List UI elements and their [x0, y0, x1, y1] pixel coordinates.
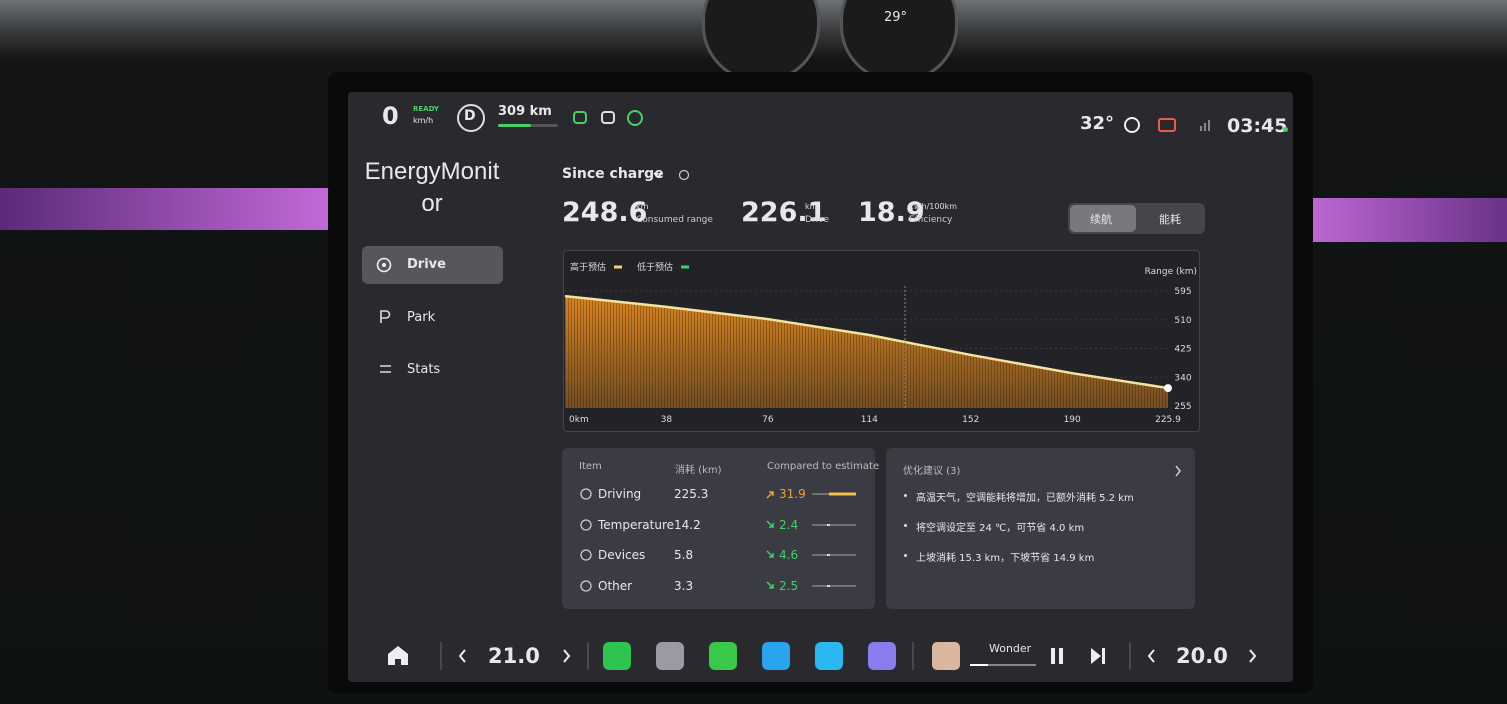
item-compare: 4.6 [779, 548, 799, 562]
chevron[interactable] [1174, 465, 1182, 477]
item-consumption: 5.8 [674, 548, 694, 562]
column-header: Item [579, 461, 602, 472]
row-icon [580, 488, 856, 500]
suggestion: 高温天气，空调能耗将增加，已额外消耗 5.2 km [916, 493, 1134, 504]
menu-item[interactable]: Stats [407, 362, 441, 377]
x-tick-label: 76 [762, 415, 774, 425]
item-icon [580, 519, 592, 531]
speed-unit: km/h [413, 116, 434, 125]
tab[interactable]: 能耗 [1159, 213, 1181, 226]
item-compare: 2.5 [779, 579, 799, 593]
stats-icon [380, 365, 391, 373]
legend-label: 低于预估 [637, 261, 673, 273]
item-compare: 31.9 [779, 487, 806, 501]
item-icon [580, 488, 592, 500]
range-line [564, 294, 1169, 390]
stat-unit: km [805, 202, 818, 211]
stat-value: 18.9 [858, 197, 925, 228]
item-consumption: 225.3 [674, 487, 709, 501]
bullet [904, 554, 907, 557]
breakdown-panel [562, 448, 875, 609]
status-icons [573, 110, 643, 126]
tab-active[interactable] [1070, 205, 1136, 232]
row-icon [580, 519, 856, 531]
status-icons [1124, 117, 1210, 133]
gauge [702, 0, 820, 82]
x-tick-label: 152 [962, 415, 979, 425]
column-header: 消耗 (km) [675, 465, 722, 476]
trend-arrow [766, 581, 774, 589]
y-tick-label: 595 [1174, 287, 1191, 297]
trend-arrow [766, 491, 774, 499]
row-icon [580, 549, 856, 561]
y-tick-label: 425 [1174, 345, 1191, 355]
dock-controls [440, 642, 1257, 670]
battery-range: 309 km [498, 104, 552, 119]
item-name: Temperature [598, 518, 675, 532]
range-area-texture [565, 296, 1168, 408]
trend-arrow [766, 550, 774, 558]
item-consumption: 14.2 [674, 518, 701, 532]
x-tick-label: 114 [861, 415, 878, 425]
speed: 0 [382, 102, 399, 130]
end-point [1164, 384, 1172, 393]
suggestion: 上坡消耗 15.3 km，下坡节省 14.9 km [916, 553, 1095, 564]
suggestions-panel [886, 448, 1195, 609]
item-name: Driving [598, 487, 642, 501]
legend-label: 高于预估 [570, 261, 606, 273]
home-button[interactable] [386, 644, 410, 666]
x-tick-label: 225.9 [1155, 415, 1181, 425]
column-header: Compared to estimate [767, 461, 880, 472]
item-consumption: 3.3 [674, 579, 694, 593]
axis-label: Range (km) [1145, 267, 1197, 277]
battery-level [498, 124, 531, 127]
media-title[interactable]: Wonder [989, 642, 1032, 655]
trend-arrow [766, 520, 774, 528]
x-tick-label: 38 [661, 415, 673, 425]
row-icon [580, 580, 856, 592]
x-tick-label: 190 [1064, 415, 1081, 425]
range-chart: 595 510 425 340 255 0km 38 76 114 152 190 225.9 高于预估… [564, 261, 1197, 425]
y-tick-label: 510 [1174, 316, 1191, 326]
tab[interactable]: 续航 [1090, 213, 1112, 226]
item-name: Other [598, 579, 633, 593]
x-tick-label: 0km [569, 415, 589, 425]
left-temperature[interactable]: 21.0 [488, 644, 540, 668]
period-icons [653, 169, 690, 181]
page-title: EnergyMonitor [364, 158, 500, 217]
menu-item[interactable]: Drive [407, 257, 446, 272]
suggestion: 将空调设定至 24 ℃，可节省 4.0 km [916, 523, 1085, 534]
item-icon [580, 549, 592, 561]
menu-item[interactable]: Park [407, 310, 436, 325]
stat-label: Efficiency [909, 215, 953, 225]
suggestions-title: 优化建议 (3) [903, 466, 961, 477]
period-selector[interactable]: Since charge [562, 166, 664, 182]
bullet [904, 494, 907, 497]
stat-label: Drive [805, 215, 829, 225]
ready-indicator: READY [413, 105, 439, 113]
stat-value: 226.1 [741, 197, 827, 228]
stat-unit: kWh/100km [909, 202, 958, 211]
stat-value: 248.6 [562, 197, 648, 228]
status-dot [1283, 127, 1288, 132]
item-icon [580, 580, 592, 592]
item-compare: 2.4 [779, 518, 799, 532]
gear: D [464, 108, 476, 124]
stat-unit: km [636, 202, 649, 211]
ambient-light [1300, 198, 1507, 242]
outside-temperature: 32° [1080, 113, 1115, 134]
drive-icon [376, 257, 392, 273]
y-tick-label: 255 [1174, 402, 1191, 412]
item-name: Devices [598, 548, 646, 562]
gear-ring [457, 104, 485, 132]
y-tick-label: 340 [1174, 373, 1191, 383]
gauge-temperature: 29° [884, 10, 908, 25]
park-icon [380, 310, 391, 323]
bullet [904, 524, 907, 527]
right-temperature[interactable]: 20.0 [1176, 644, 1228, 668]
stat-label: Consumed range [636, 215, 713, 225]
ambient-light [0, 188, 330, 230]
clock: 03:45 [1227, 115, 1288, 137]
